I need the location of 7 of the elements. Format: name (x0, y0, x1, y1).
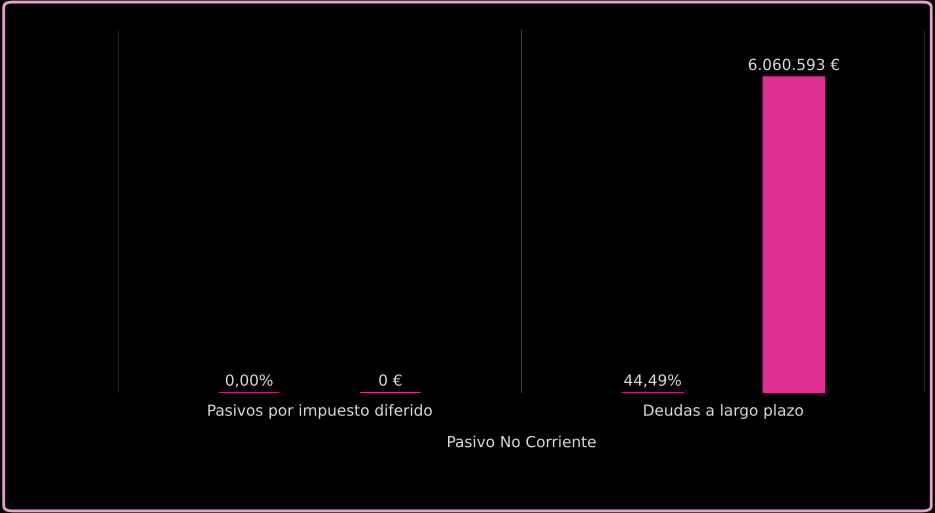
x-tick-label: Pasivos por impuesto diferido (208, 404, 432, 419)
data-label: 44,49% (624, 374, 681, 388)
data-label: 6.060.593 € (748, 58, 840, 70)
x-tick-label: Deudas a largo plazo (644, 404, 803, 419)
data-label: 0 € (379, 374, 402, 386)
x-axis-title: Pasivo No Corriente (448, 436, 596, 448)
data-label: 0,00% (226, 374, 273, 388)
